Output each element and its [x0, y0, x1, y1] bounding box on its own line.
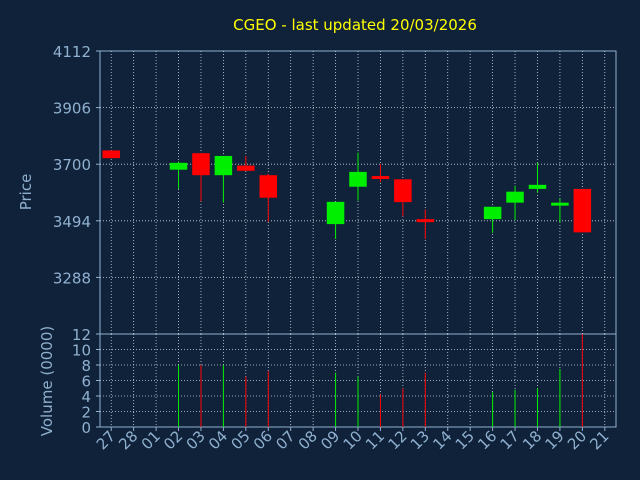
volume-tick-label: 10: [72, 342, 91, 360]
candle: [169, 161, 188, 189]
candle-body: [326, 201, 345, 225]
price-axis-label: Price: [17, 174, 35, 211]
candle-body: [371, 176, 390, 180]
grid-lines: [100, 51, 616, 427]
volume-tick-label: 4: [81, 388, 91, 406]
candle: [349, 152, 367, 201]
price-y-ticks: 4112 3906 3700 3494 3288: [53, 43, 100, 287]
volume-bars: [178, 334, 583, 427]
candle: [237, 155, 255, 171]
price-tick-label: 3288: [53, 269, 91, 287]
price-tick-label: 3700: [53, 156, 91, 174]
candle-body: [573, 188, 592, 233]
candle: [214, 155, 233, 203]
candle-body: [169, 162, 188, 170]
candle-body: [259, 175, 278, 198]
price-tick-label: 3494: [53, 213, 91, 231]
candle-body: [102, 150, 120, 159]
candle: [102, 150, 120, 159]
candle: [394, 179, 412, 217]
candles: [102, 150, 592, 239]
candle: [483, 206, 502, 233]
volume-tick-label: 2: [81, 404, 91, 422]
candle: [259, 173, 278, 222]
volume-tick-label: 0: [81, 419, 91, 437]
candle-body: [214, 155, 233, 176]
candle-body: [483, 206, 502, 220]
candle: [326, 201, 345, 239]
candle: [506, 185, 524, 221]
volume-tick-label: 8: [81, 357, 91, 375]
candle-body: [528, 184, 547, 189]
candle-body: [349, 171, 367, 187]
candle-body: [237, 165, 255, 171]
candle: [573, 188, 592, 233]
candle: [371, 164, 390, 183]
candle: [551, 198, 569, 223]
candle-body: [416, 219, 435, 223]
candle: [192, 153, 210, 202]
x-axis-label: Day: [334, 459, 362, 475]
x-ticks: 2728010203040506070809101112131415161718…: [93, 427, 613, 453]
candle: [416, 209, 435, 239]
price-tick-label: 3906: [53, 100, 91, 118]
candle-body: [506, 191, 524, 203]
volume-tick-label: 12: [72, 326, 91, 344]
price-tick-label: 4112: [53, 43, 91, 61]
candle-body: [394, 179, 412, 203]
candle-body: [192, 153, 210, 176]
volume-tick-label: 6: [81, 373, 91, 391]
candle-body: [551, 202, 569, 206]
chart-title: CGEO - last updated 20/03/2026: [233, 16, 477, 34]
candle: [528, 162, 547, 193]
volume-axis-label: Volume (0000): [38, 326, 56, 436]
x-tick-label: 21: [586, 427, 612, 453]
